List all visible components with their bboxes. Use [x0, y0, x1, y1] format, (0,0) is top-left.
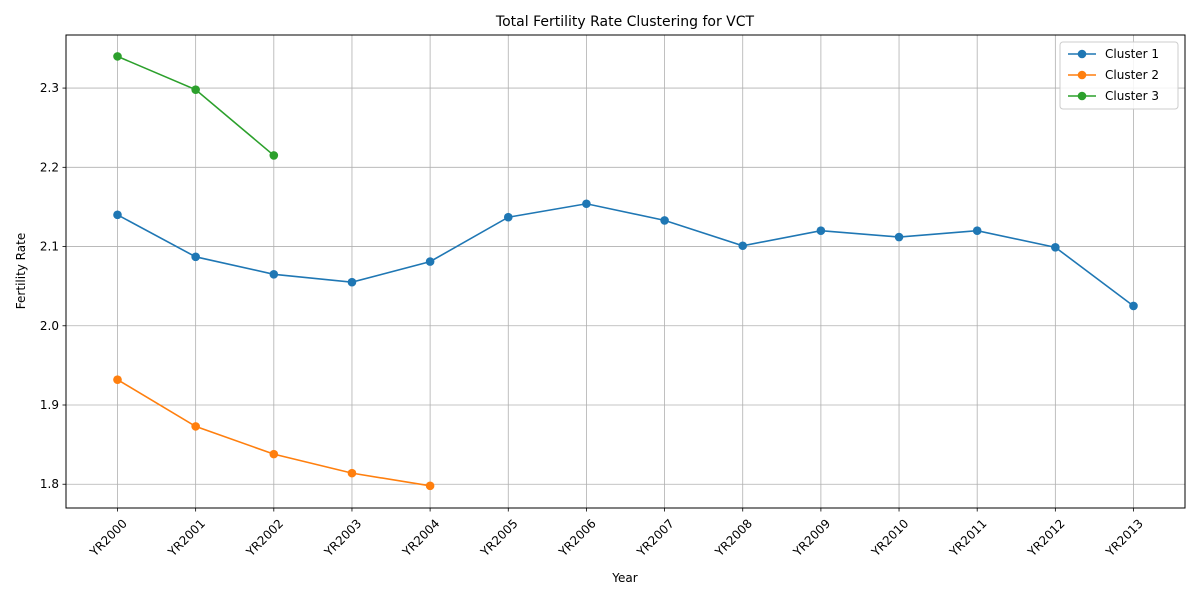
- y-tick-label: 2.2: [40, 160, 59, 174]
- legend-label: Cluster 1: [1105, 47, 1159, 61]
- data-point: [738, 241, 748, 251]
- series-layer: [113, 52, 1138, 491]
- data-point: [269, 449, 279, 459]
- legend-swatch-marker: [1077, 49, 1087, 59]
- data-point: [347, 468, 357, 478]
- data-point: [113, 210, 122, 220]
- y-tick-label: 2.3: [40, 81, 59, 95]
- data-point: [425, 481, 435, 491]
- data-point: [425, 257, 435, 266]
- grid-lines: [66, 35, 1185, 508]
- y-tick-label: 1.8: [40, 477, 59, 491]
- data-point: [972, 226, 982, 235]
- y-axis-ticks: 1.8 1.9 2.0 2.1 2.2 2.3: [40, 81, 66, 491]
- chart-title: Total Fertility Rate Clustering for VCT: [495, 14, 755, 30]
- data-point: [1051, 243, 1060, 252]
- legend-label: Cluster 2: [1105, 68, 1159, 82]
- x-axis-label: Year: [611, 571, 637, 585]
- legend-swatch-marker: [1077, 70, 1087, 80]
- legend: Cluster 1 Cluster 2 Cluster 3: [1059, 41, 1179, 110]
- data-point: [1129, 301, 1138, 311]
- data-point: [582, 199, 591, 209]
- data-point: [191, 252, 200, 262]
- legend-box: [1059, 41, 1179, 110]
- legend-swatch-marker: [1077, 91, 1087, 101]
- data-point: [894, 232, 904, 242]
- data-point: [269, 269, 279, 279]
- series-line: [117, 202, 1134, 307]
- data-point: [660, 216, 669, 225]
- data-point: [113, 52, 122, 61]
- y-axis-label: Fertility Rate: [14, 233, 28, 309]
- data-point: [816, 226, 826, 235]
- y-tick-label: 2.1: [40, 240, 59, 254]
- data-point: [113, 375, 122, 384]
- data-point: [191, 422, 200, 431]
- data-point: [269, 151, 279, 160]
- data-point: [191, 85, 200, 94]
- y-tick-label: 2.0: [40, 319, 59, 333]
- y-tick-label: 1.9: [40, 398, 59, 412]
- data-point: [347, 277, 357, 287]
- legend-label: Cluster 3: [1105, 89, 1159, 103]
- data-point: [503, 212, 513, 222]
- plot-frame: [65, 34, 1186, 509]
